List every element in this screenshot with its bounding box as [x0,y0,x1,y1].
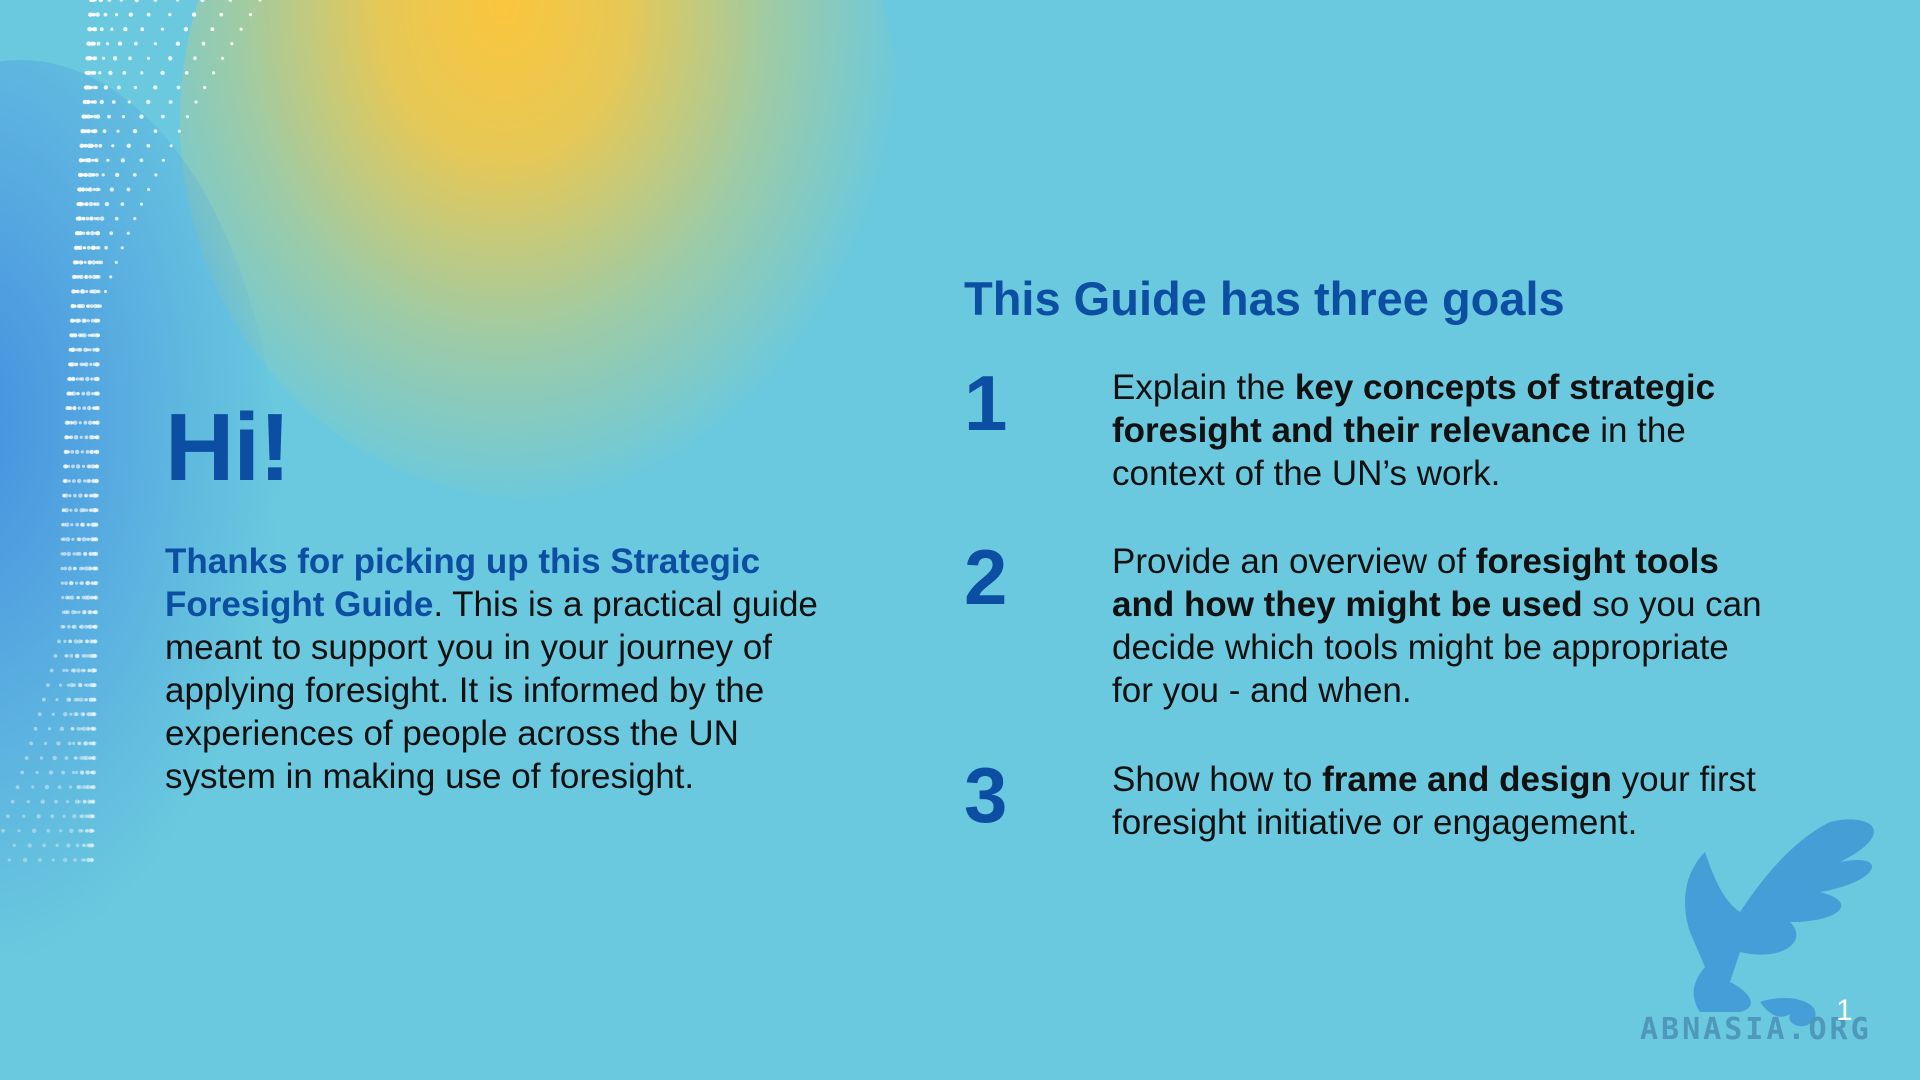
watermark-text: ABNASIA.ORG [1640,1012,1872,1047]
goal-text: Show how to frame and design your first … [1112,758,1762,844]
dotted-wave-pattern [1,0,262,863]
goal-text-bold: foresight tools and how they might be us… [1112,542,1719,624]
goal-text-bold: frame and design [1322,760,1612,799]
goals-title: This Guide has three goals [964,272,1565,325]
goal-text-pre: Provide an overview of [1112,542,1476,581]
goal-text-post: in the context of the UN’s work. [1112,411,1686,493]
goal-number: 1 [964,359,1008,447]
page-number: 1 [1836,994,1853,1027]
goal-number: 2 [964,533,1008,621]
goal-number: 3 [964,751,1008,839]
goal-text: Explain the key concepts of strategic fo… [1112,366,1762,495]
goal-text: Provide an overview of foresight tools a… [1112,540,1762,712]
intro-lead: Thanks for picking up this Strategic For… [165,542,761,624]
goal-text-post: your first foresight initiative or engag… [1112,760,1756,842]
goal-text-pre: Explain the [1112,368,1295,407]
griffin-logo-icon [1685,819,1874,1027]
goal-text-pre: Show how to [1112,760,1323,799]
goal-text-post: so you can decide which tools might be a… [1112,585,1762,710]
intro-paragraph: Thanks for picking up this Strategic For… [165,540,845,798]
greeting-heading: Hi! [165,394,291,501]
intro-body: . This is a practical guide meant to sup… [165,585,818,796]
goal-text-bold: key concepts of strategic foresight and … [1112,368,1716,450]
